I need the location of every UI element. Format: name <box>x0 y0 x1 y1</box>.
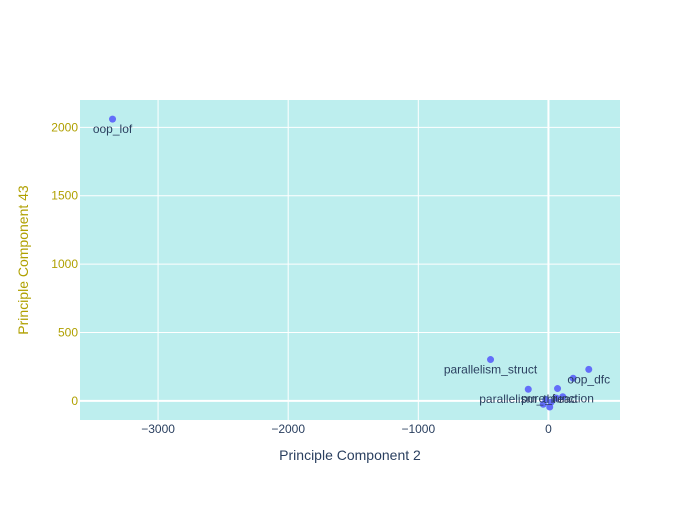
data-point[interactable] <box>487 356 495 364</box>
x-tick-labels: −3000 −2000 −1000 0 <box>141 422 552 436</box>
y-tick-label: 500 <box>58 325 78 339</box>
x-tick-label: −3000 <box>141 422 175 436</box>
data-point[interactable] <box>546 403 554 411</box>
data-point[interactable] <box>552 394 560 402</box>
data-point[interactable] <box>559 393 567 401</box>
y-tick-label: 0 <box>71 394 78 408</box>
y-axis-title: Principle Component 43 <box>15 185 31 335</box>
point-label: parallelism_thread <box>479 392 577 406</box>
data-point[interactable] <box>524 385 532 393</box>
data-point[interactable] <box>539 400 547 408</box>
y-tick-labels: 0 500 1000 1500 2000 <box>51 120 78 408</box>
data-point[interactable] <box>585 365 593 373</box>
data-point[interactable] <box>554 385 562 393</box>
x-tick-label: −2000 <box>271 422 305 436</box>
data-points <box>109 115 593 411</box>
x-axis-title: Principle Component 2 <box>279 447 421 463</box>
point-label: pure_function <box>521 392 594 406</box>
point-labels: oop_lof parallelism_struct oop_dfc pure_fun… <box>93 122 610 406</box>
x-tick-label: −1000 <box>401 422 435 436</box>
data-point[interactable] <box>569 374 577 382</box>
point-label: oop_lof <box>93 122 133 136</box>
point-label: parallelism_struct <box>444 363 538 377</box>
x-tick-label: 0 <box>545 422 552 436</box>
point-label: oop_dfc <box>567 372 610 386</box>
y-tick-label: 1500 <box>51 189 78 203</box>
y-tick-label: 1000 <box>51 257 78 271</box>
y-tick-label: 2000 <box>51 120 78 134</box>
data-point[interactable] <box>109 115 117 123</box>
plot-background <box>80 100 620 420</box>
grid-lines <box>80 100 620 420</box>
